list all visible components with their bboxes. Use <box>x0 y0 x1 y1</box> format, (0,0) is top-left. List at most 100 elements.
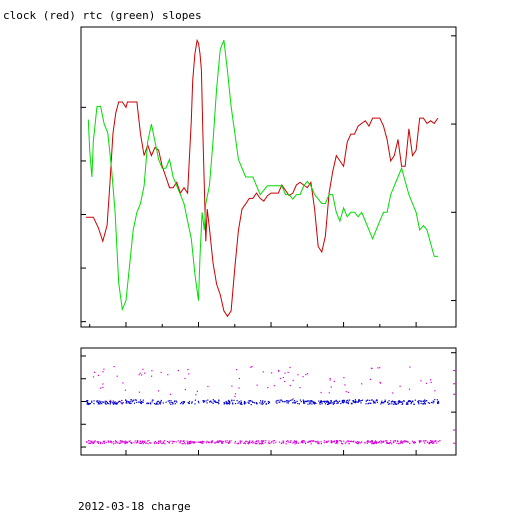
rtt-point <box>328 392 330 394</box>
offset-point <box>276 400 278 402</box>
offset-point <box>226 401 228 403</box>
offset-point <box>397 401 399 403</box>
offset-point <box>110 401 112 403</box>
rtt-point <box>422 440 424 442</box>
offset-point <box>400 401 402 403</box>
offset-point <box>420 402 422 404</box>
rtt-point <box>110 440 112 443</box>
offset-point <box>212 399 214 401</box>
rtt-point <box>149 442 151 444</box>
offset-point <box>343 399 345 402</box>
rtt-point <box>345 391 347 393</box>
rtt-point <box>190 440 192 442</box>
rtt-point <box>154 440 156 443</box>
offset-point <box>369 399 371 401</box>
offset-point <box>300 401 302 403</box>
rtt-point <box>320 443 322 445</box>
offset-point <box>131 399 133 401</box>
rtt-point <box>414 441 416 443</box>
rtt-point <box>411 440 414 442</box>
offset-point <box>198 402 200 404</box>
offset-point <box>407 402 409 405</box>
rtt-point <box>384 440 387 442</box>
offset-point <box>253 401 255 403</box>
rtt-point <box>273 385 275 387</box>
offset-point <box>276 402 278 404</box>
rtt-point <box>282 376 284 379</box>
offset-point <box>256 402 258 404</box>
rtt-point <box>282 442 285 444</box>
offset-point <box>320 400 322 402</box>
offset-point <box>293 400 296 402</box>
rtt-point <box>249 440 251 442</box>
rtt-point <box>103 441 105 443</box>
rtt-point <box>139 372 141 374</box>
offset-point <box>216 401 218 404</box>
offset-point <box>91 401 93 403</box>
rtt-point <box>295 440 298 442</box>
rtt-point <box>211 441 213 444</box>
rtt-point <box>142 440 144 442</box>
rtt-point <box>189 442 191 444</box>
offset-point <box>332 402 334 404</box>
offset-point <box>292 402 294 404</box>
offset-point <box>146 402 148 404</box>
rtt-point <box>216 441 218 443</box>
offset-point <box>217 401 219 403</box>
rtt-point <box>234 395 236 397</box>
offset-point <box>349 399 351 401</box>
offset-point <box>413 403 415 405</box>
rtt-point <box>97 442 100 444</box>
rtt-point <box>186 442 188 445</box>
offset-point <box>423 400 425 402</box>
offset-point <box>299 399 301 401</box>
offset-point <box>215 401 217 403</box>
offset-point <box>376 399 378 401</box>
offset-point <box>314 402 316 404</box>
rtt-point <box>396 442 398 444</box>
rtt-point <box>381 441 383 443</box>
rtt-point <box>157 442 160 444</box>
rtt-point <box>105 441 107 444</box>
rtt-point <box>166 440 168 443</box>
rtt-point <box>420 380 422 382</box>
rtt-point <box>304 442 307 444</box>
offset-point <box>353 401 355 403</box>
rtt-point <box>120 440 122 442</box>
offset-point <box>228 401 230 403</box>
offset-point <box>308 401 310 403</box>
rtt-point <box>256 443 258 445</box>
offset-point <box>342 399 345 401</box>
rtt-point <box>97 441 99 443</box>
rtt-point <box>190 442 192 444</box>
rtt-point <box>341 443 343 445</box>
offset-point <box>335 399 337 401</box>
rtt-point <box>234 441 237 443</box>
offset-point <box>339 400 341 402</box>
rtt-point <box>298 442 300 444</box>
offset-point <box>373 402 375 404</box>
rtt-point <box>370 441 372 443</box>
offset-point <box>374 402 376 404</box>
rtt-point <box>147 440 149 442</box>
offset-point <box>149 402 151 404</box>
rtt-point <box>371 440 373 442</box>
rtt-point <box>138 391 141 393</box>
offset-point <box>96 401 98 403</box>
offset-point <box>209 401 211 403</box>
offset-point <box>423 401 425 403</box>
offset-point <box>330 402 332 404</box>
offset-point <box>252 401 254 403</box>
offset-point <box>99 403 101 405</box>
rtt-point <box>292 442 294 444</box>
rtt-point <box>345 441 347 443</box>
offset-point <box>160 399 162 402</box>
offset-point <box>267 401 269 403</box>
rtt-point <box>257 440 259 442</box>
rtt-point <box>435 440 437 442</box>
offset-point <box>126 402 128 404</box>
offset-point <box>120 402 122 404</box>
offset-point <box>160 401 162 403</box>
rtt-point <box>252 442 254 444</box>
offset-point <box>307 403 309 405</box>
